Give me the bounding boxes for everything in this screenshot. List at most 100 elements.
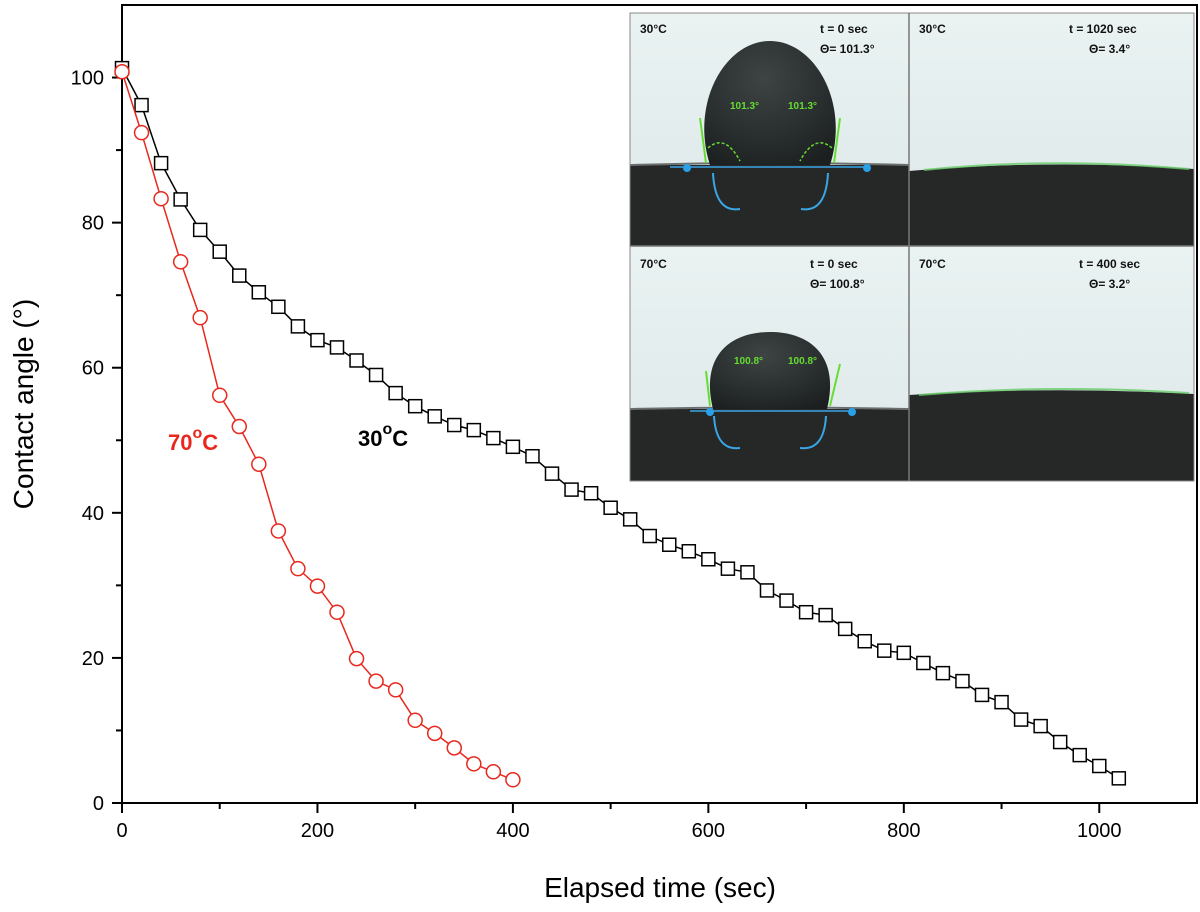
data-point-30c [701,551,716,567]
inset-time-label: t = 1020 sec [1069,22,1137,36]
x-axis-title: Elapsed time (sec) [544,872,776,903]
data-point-30c [603,500,618,515]
data-point-30c [173,192,188,207]
data-point-30c [642,528,657,544]
inset-right-angle: 100.8° [788,356,817,367]
data-point-70c [348,650,365,667]
data-point-70c [290,560,306,577]
data-point-30c [759,583,775,598]
data-point-30c [192,222,208,238]
inset-left-angle: 100.8° [734,356,763,367]
data-point-30c [896,645,912,661]
data-point-30c [740,565,755,580]
inset-angle-label: Θ= 100.8° [810,277,865,291]
data-point-70c [387,682,404,698]
data-point-30c [368,367,384,383]
data-point-30c [662,537,677,552]
data-point-30c [916,655,931,671]
data-point-30c [466,422,482,438]
inset-angle-label: Θ= 3.4° [1089,42,1130,56]
data-point-70c [172,254,189,270]
data-point-30c [251,285,267,300]
data-point-70c [466,756,482,772]
data-point-30c [564,482,579,497]
data-point-70c [114,63,130,80]
data-point-70c [368,673,384,689]
series-label-70c-unit: C [202,430,218,455]
series-label-70c-value: 70 [168,430,192,455]
inset-panel-70c-end: 70°C t = 400 sec Θ= 3.2° [909,246,1194,481]
data-point-30c [720,561,736,576]
data-point-30c [153,155,169,171]
data-point-70c [505,772,521,788]
data-point-30c [134,97,149,113]
inset-angle-label: Θ= 101.3° [820,42,875,56]
series-label-30c: 30oC [358,421,408,451]
axes: 0 200 400 600 800 1000 0 20 40 60 80 100 [71,68,1122,842]
series-label-70c: 70oC [168,425,218,455]
x-tick-label: 800 [887,820,920,842]
data-point-30c [212,244,227,259]
data-point-30c [232,268,247,283]
data-point-30c [877,643,892,658]
y-tick-label: 80 [82,213,104,235]
inset-panel-30c-end: 30°C t = 1020 sec Θ= 3.4° [909,13,1194,246]
data-point-30c [681,544,697,559]
droplet-image-inset: 30°C t = 0 sec Θ= 101.3° 101.3° 101.3° 3… [629,12,1195,482]
y-tick-label: 0 [93,793,104,815]
data-point-30c [779,593,794,608]
inset-time-label: t = 400 sec [1079,257,1140,271]
data-point-30c [857,633,872,649]
data-point-70c [251,456,267,472]
data-point-70c [153,190,169,207]
x-tick-label: 200 [301,820,334,842]
series-line-30c [121,67,1120,779]
data-point-70c [446,740,463,756]
droplet-shape [704,41,836,165]
y-tick-label: 40 [82,503,104,525]
data-point-30c [427,409,442,424]
data-point-70c [407,712,423,729]
data-point-70c [133,124,150,141]
data-point-30c [1033,718,1048,734]
data-point-30c [544,466,560,481]
data-point-70c [211,387,228,404]
data-point-70c [270,523,287,539]
data-point-30c [955,673,970,689]
series-label-30c-degree: o [382,421,392,438]
data-point-30c [622,512,638,527]
data-point-30c [525,448,540,464]
data-point-30c [447,417,462,433]
data-point-70c [192,309,208,326]
data-point-30c [290,319,306,334]
data-point-30c [271,299,286,315]
inset-temp-label: 70°C [919,257,946,271]
x-tick-label: 1000 [1077,820,1122,842]
data-point-70c [309,578,326,594]
data-point-30c [388,385,403,401]
series-layer [114,60,1127,788]
droplet-shape [709,332,831,409]
data-point-30c [798,604,814,620]
inset-time-label: t = 0 sec [810,257,858,271]
data-point-70c [231,418,248,435]
data-point-70c [485,764,502,780]
data-point-30c [310,332,325,348]
y-axis-title: Contact angle (°) [8,299,39,509]
data-point-30c [1052,734,1068,750]
data-point-30c [994,694,1009,710]
y-tick-label: 60 [82,358,104,380]
y-tick-label: 100 [71,68,104,90]
series-label-30c-value: 30 [358,426,382,451]
data-point-30c [1092,758,1107,774]
x-tick-label: 600 [692,820,725,842]
inset-temp-label: 30°C [640,22,667,36]
y-tick-label: 20 [82,648,104,670]
inset-time-label: t = 0 sec [820,22,868,36]
inset-temp-label: 30°C [919,22,946,36]
data-point-30c [486,430,501,446]
data-point-70c [426,725,443,742]
data-point-30c [329,340,345,355]
x-tick-label: 400 [496,820,529,842]
